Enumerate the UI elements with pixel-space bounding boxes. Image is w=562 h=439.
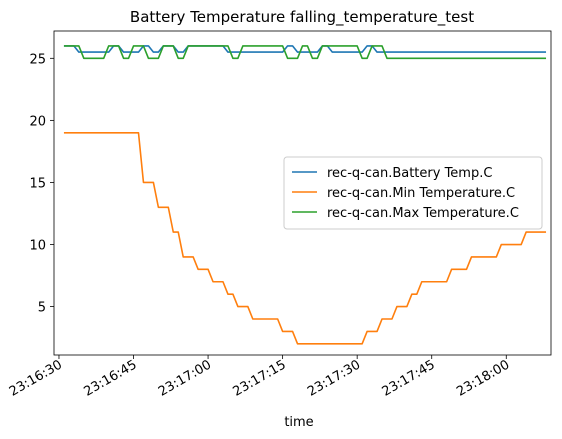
- x-axis-label: time: [284, 415, 313, 430]
- series-line-3: [63, 45, 547, 60]
- y-tick-label: 15: [29, 176, 46, 191]
- chart-title: Battery Temperature falling_temperature_…: [130, 8, 474, 27]
- legend: rec-q-can.Battery Temp.C rec-q-can.Min Te…: [283, 156, 543, 230]
- series-line-2: [63, 131, 547, 345]
- y-tick-label: 5: [38, 301, 46, 316]
- y-axis: 5 10 15 20 25: [29, 52, 54, 316]
- legend-label: rec-q-can.Max Temperature.C: [327, 206, 519, 221]
- legend-label: rec-q-can.Battery Temp.C: [327, 166, 492, 181]
- series-layer: [63, 45, 547, 345]
- plot-area: [53, 30, 552, 356]
- legend-label: rec-q-can.Min Temperature.C: [327, 186, 515, 201]
- y-tick-label: 10: [29, 239, 46, 254]
- y-tick-label: 20: [29, 114, 46, 129]
- axes-frame: [53, 30, 552, 356]
- y-tick-label: 25: [29, 52, 46, 67]
- series-line-1: [63, 45, 547, 53]
- legend-box: [283, 156, 543, 230]
